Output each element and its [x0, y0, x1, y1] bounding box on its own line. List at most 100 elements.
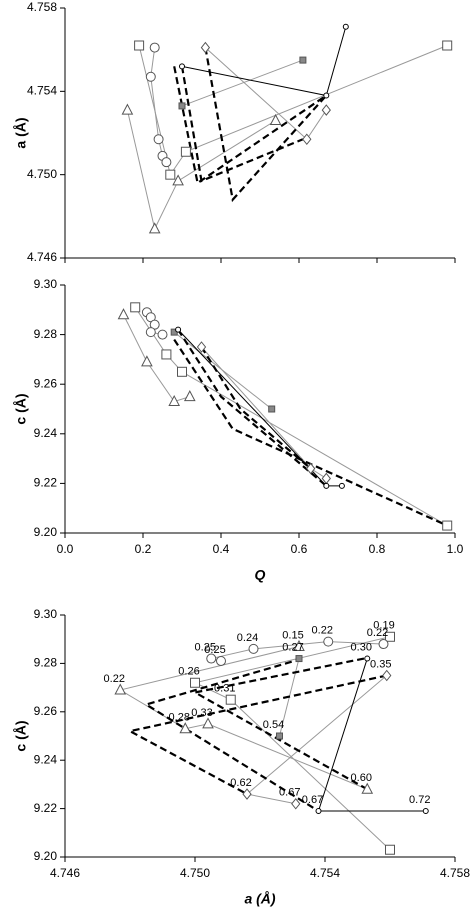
marker [225, 694, 236, 705]
data-label: 0.28 [169, 712, 190, 724]
x-tick-label: 4.746 [50, 866, 80, 880]
series-line [123, 314, 190, 403]
marker [177, 366, 187, 377]
marker [216, 655, 226, 666]
marker [153, 134, 164, 145]
series-line [126, 109, 276, 231]
dashed-line [173, 66, 327, 185]
data-label: 0.31 [214, 683, 235, 695]
dashed-line [180, 66, 304, 183]
marker [323, 636, 334, 647]
marker [364, 655, 371, 662]
marker [323, 92, 330, 99]
marker [385, 631, 395, 642]
marker [161, 349, 172, 360]
marker [117, 308, 130, 320]
data-label: 0.26 [178, 666, 199, 678]
data-label: 0.22 [367, 627, 388, 639]
marker [190, 677, 200, 688]
marker [422, 808, 429, 815]
marker [175, 326, 182, 333]
x-tick-label: 4.750 [180, 866, 210, 880]
data-label: 0.60 [351, 772, 372, 784]
data-label: 0.27 [282, 641, 303, 653]
dashed-line [200, 346, 312, 470]
y-tick-label: 9.28 [34, 327, 58, 341]
marker [172, 174, 184, 186]
marker [306, 462, 316, 475]
marker [157, 329, 168, 340]
series-line [118, 645, 368, 790]
y-axis-title: c (Å) [13, 720, 29, 751]
y-tick-label: 9.26 [34, 376, 58, 390]
data-label: 0.24 [237, 632, 258, 644]
series-line [193, 636, 391, 851]
marker [268, 405, 276, 413]
y-tick-label: 9.20 [34, 525, 58, 539]
marker [114, 683, 127, 695]
marker [295, 655, 303, 663]
marker [269, 113, 282, 125]
y-tick-label: 9.30 [34, 607, 58, 621]
data-label: 0.72 [409, 794, 430, 806]
y-tick-label: 4.754 [27, 84, 57, 98]
marker [183, 390, 196, 402]
series-line [245, 675, 388, 805]
marker [321, 104, 331, 116]
marker [442, 520, 453, 531]
dashed-line [126, 674, 387, 796]
series-line [181, 59, 304, 107]
x-tick-label: 0.8 [369, 542, 386, 556]
marker [378, 639, 389, 650]
data-label: 0.25 [204, 644, 225, 656]
marker [200, 41, 211, 54]
marker [338, 482, 345, 489]
series-line [134, 307, 448, 526]
marker [145, 71, 156, 82]
marker [141, 355, 153, 367]
y-tick-label: 9.26 [34, 704, 58, 718]
marker [180, 146, 191, 157]
y-tick-label: 9.20 [34, 849, 58, 863]
dashed-line [143, 657, 320, 812]
marker [202, 717, 214, 729]
y-tick-label: 9.22 [34, 801, 58, 815]
marker [121, 103, 134, 115]
marker [299, 56, 307, 64]
marker [385, 844, 395, 855]
data-label: 0.67 [279, 787, 300, 799]
marker [179, 722, 192, 734]
data-label: 0.67 [302, 794, 323, 806]
y-tick-label: 4.758 [27, 0, 57, 14]
marker [206, 653, 217, 664]
data-label: 0.33 [191, 707, 212, 719]
marker [161, 157, 172, 168]
marker [323, 482, 330, 489]
marker [361, 782, 374, 794]
y-tick-label: 9.24 [34, 752, 58, 766]
marker [276, 732, 283, 740]
y-tick-label: 4.746 [27, 250, 57, 264]
marker [196, 341, 207, 353]
data-label: 0.19 [373, 620, 394, 632]
x-tick-label: 0.6 [291, 542, 308, 556]
marker [315, 808, 322, 815]
y-tick-label: 9.22 [34, 476, 58, 490]
y-tick-label: 9.30 [34, 277, 58, 291]
x-tick-label: 0.4 [213, 542, 230, 556]
marker [165, 169, 176, 180]
dashed-line [191, 657, 368, 791]
y-tick-label: 9.28 [34, 656, 58, 670]
data-label: 0.22 [312, 625, 333, 637]
y-tick-label: 4.750 [27, 167, 57, 181]
y-axis-title: c (Å) [13, 393, 29, 424]
marker [178, 102, 186, 110]
dashed-line [177, 329, 328, 487]
marker [291, 797, 301, 810]
series-line [317, 658, 426, 812]
x-tick-label: 4.758 [440, 866, 470, 880]
marker [302, 133, 312, 146]
x-axis-title: a (Å) [244, 891, 275, 907]
data-label: 0.35 [370, 658, 391, 670]
